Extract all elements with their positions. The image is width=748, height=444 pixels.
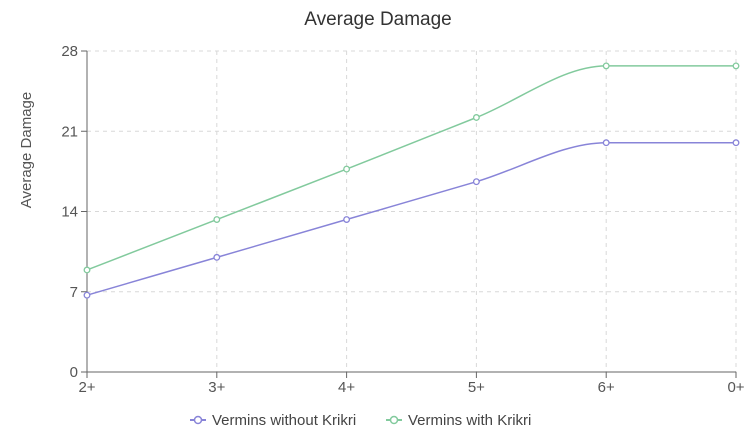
data-point[interactable]	[83, 266, 91, 274]
legend-marker-icon	[389, 415, 399, 425]
y-axis: 0 7 14 21 28	[61, 43, 88, 381]
legend-marker-icon	[193, 415, 203, 425]
legend-item[interactable]: Vermins without Krikri	[190, 412, 356, 429]
x-axis: 2+ 3+ 4+ 5+ 6+ 0+	[78, 371, 745, 396]
y-axis-title: Average Damage	[18, 92, 35, 208]
data-point[interactable]	[83, 291, 91, 299]
data-point[interactable]	[213, 216, 221, 223]
data-point[interactable]	[213, 253, 221, 261]
y-tick-label: 7	[70, 284, 78, 301]
data-point[interactable]	[343, 216, 351, 223]
chart-title: Average Damage	[304, 9, 452, 30]
legend: Vermins without Krikri Vermins with Krikr…	[190, 412, 531, 429]
data-point[interactable]	[472, 178, 480, 186]
x-tick-label: 2+	[78, 379, 95, 396]
series-line	[86, 65, 737, 271]
x-tick-label: 0+	[727, 379, 744, 396]
series-line	[86, 141, 736, 296]
data-point[interactable]	[602, 62, 610, 70]
legend-label: Vermins with Krikri	[408, 412, 531, 429]
y-tick-label: 21	[61, 123, 78, 140]
series-1	[83, 62, 740, 274]
data-point[interactable]	[472, 114, 480, 121]
x-tick-label: 5+	[468, 379, 485, 396]
y-tick-label: 0	[70, 364, 78, 381]
data-point[interactable]	[602, 139, 610, 147]
y-tick-label: 28	[61, 43, 78, 60]
y-tick-label: 14	[61, 204, 78, 221]
data-point[interactable]	[732, 62, 740, 70]
data-point[interactable]	[732, 139, 740, 147]
grid	[87, 50, 737, 372]
legend-item[interactable]: Vermins with Krikri	[386, 412, 531, 429]
x-tick-label: 6+	[598, 379, 615, 396]
x-tick-label: 3+	[208, 379, 225, 396]
series-layer	[83, 62, 740, 299]
data-point[interactable]	[343, 165, 351, 173]
series-0	[83, 139, 740, 299]
x-tick-label: 4+	[338, 379, 355, 396]
legend-label: Vermins without Krikri	[212, 412, 356, 429]
